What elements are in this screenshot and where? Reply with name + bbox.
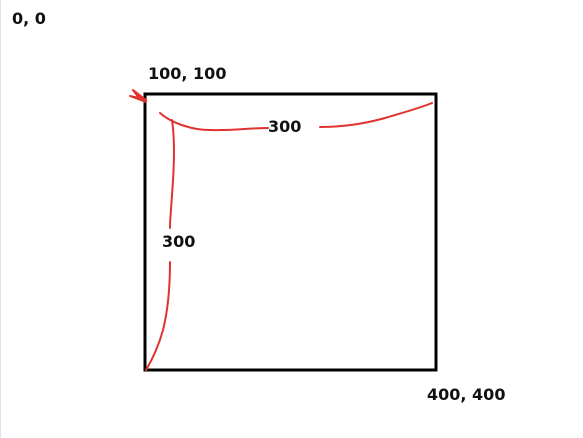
top-left-coordinate-label: 100, 100 xyxy=(148,64,227,83)
square-outline xyxy=(143,92,438,372)
width-dimension-label: 300 xyxy=(268,117,302,136)
left-edge-line xyxy=(0,0,1,438)
bottom-right-coordinate-label: 400, 400 xyxy=(427,385,506,404)
height-dimension-label: 300 xyxy=(162,232,196,251)
corner-arrow-marker xyxy=(129,89,147,103)
width-annotation-right-stroke xyxy=(319,102,433,128)
height-annotation-top-stroke xyxy=(169,119,175,229)
origin-coordinate-label: 0, 0 xyxy=(12,9,46,28)
width-annotation-left-stroke xyxy=(159,112,269,132)
height-annotation-bottom-stroke xyxy=(145,261,171,371)
